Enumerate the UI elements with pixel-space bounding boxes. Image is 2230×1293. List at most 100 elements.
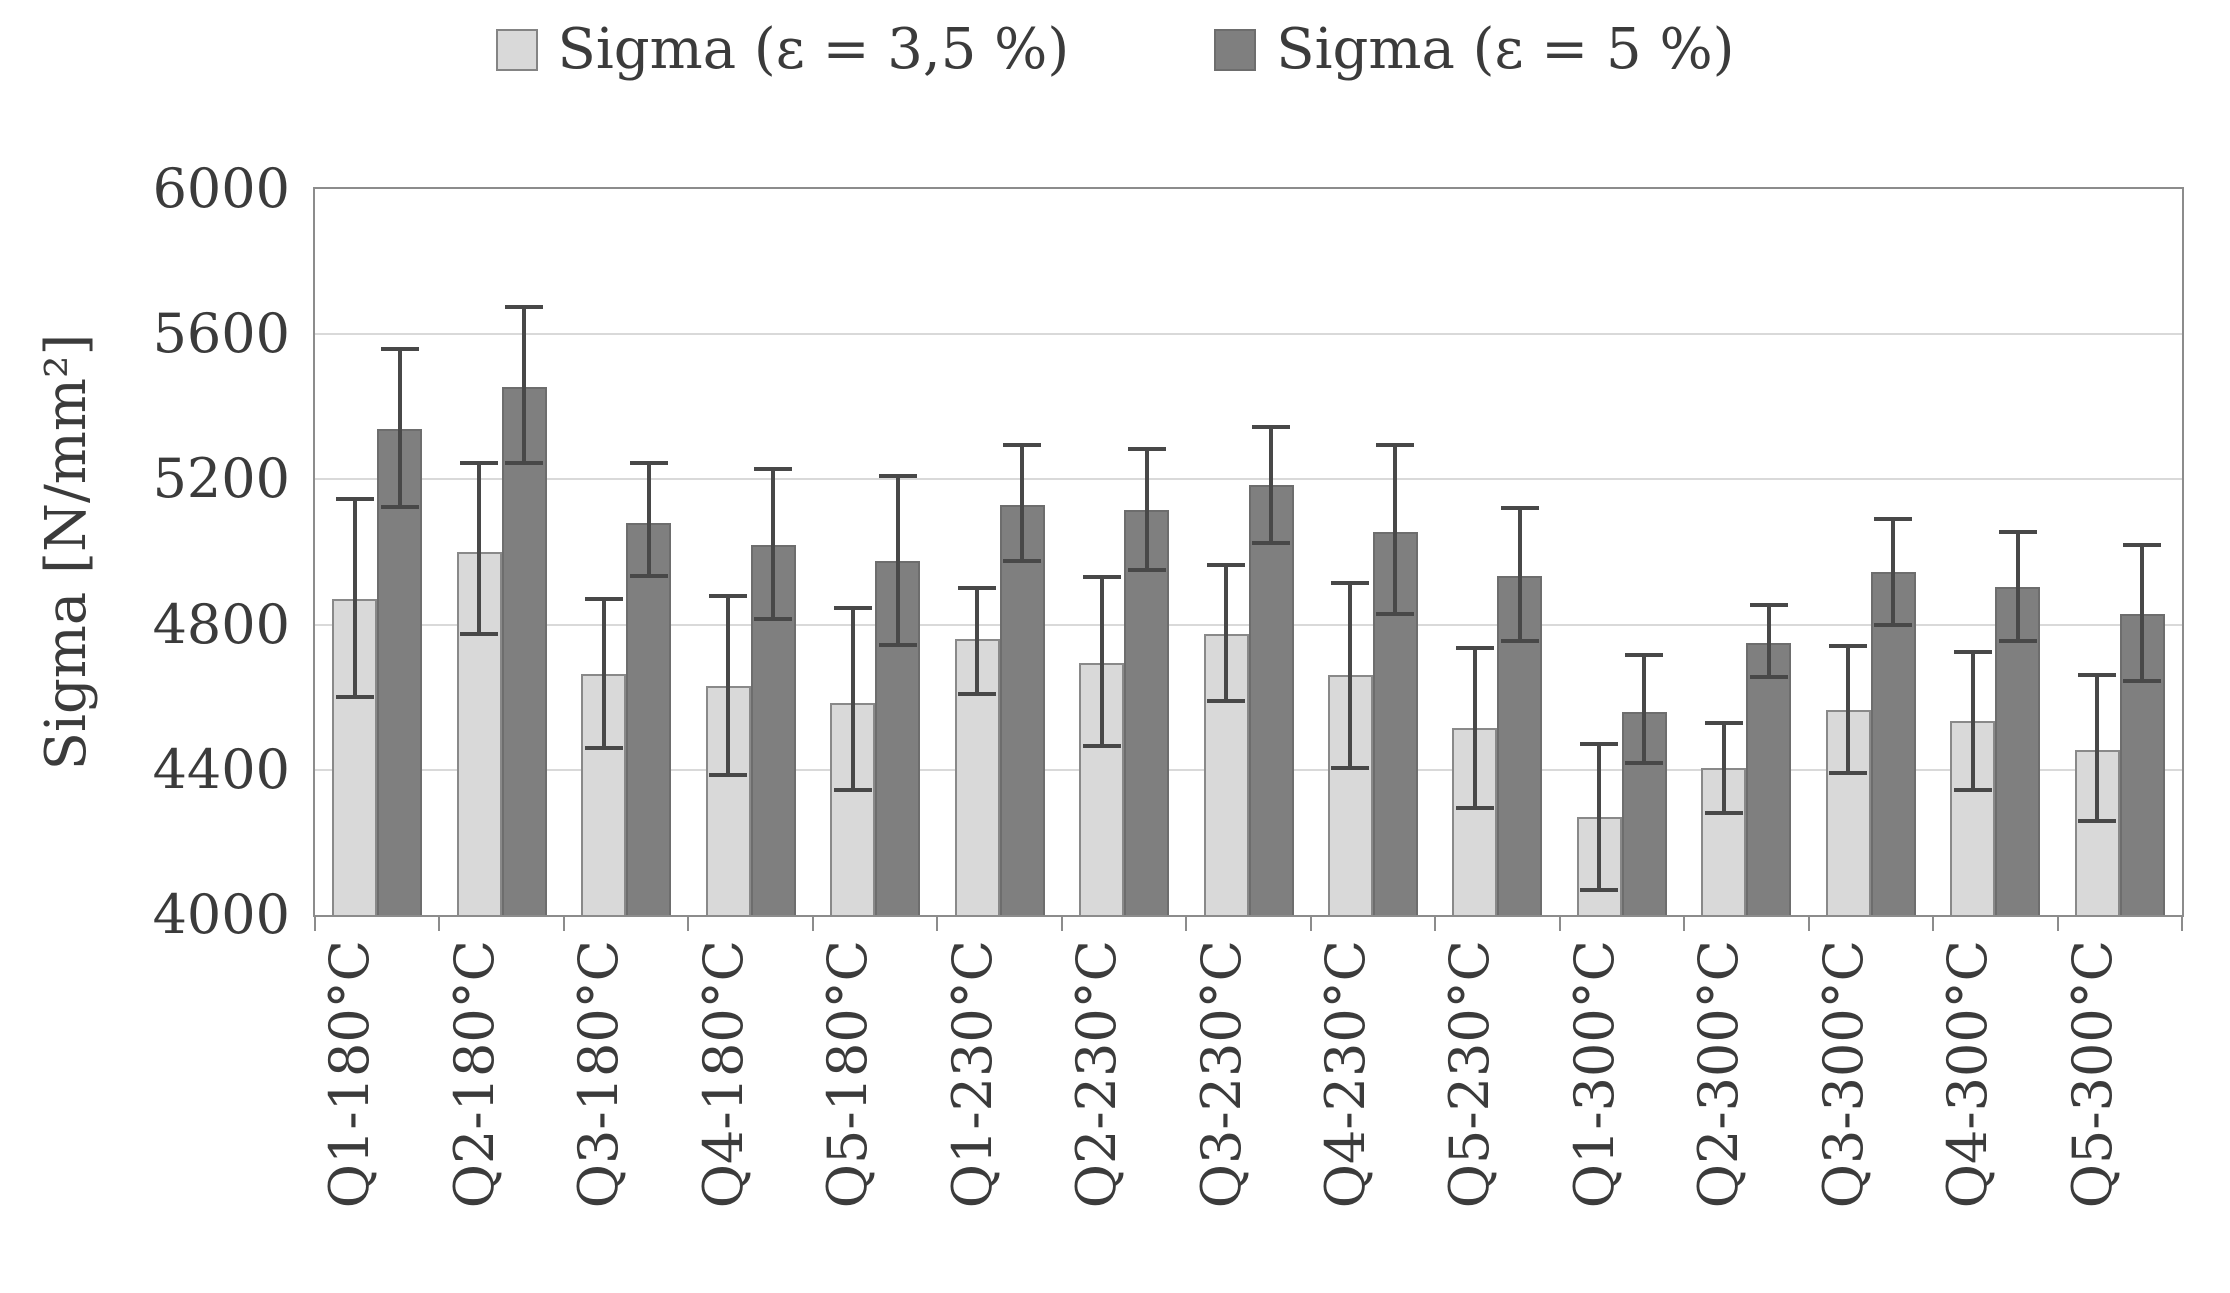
error-bar-cap-top [709,593,748,598]
error-bar-cap-top [1749,602,1788,607]
x-axis-tick [1683,915,1686,931]
x-category-label: Q2-230°C [1065,940,1129,1209]
error-bar-cap-bottom [584,746,623,751]
error-bar-cap-bottom [629,573,668,578]
error-bar-cap-bottom [1625,760,1664,765]
error-bar-cap-top [1127,446,1166,451]
error-bar-line [1891,519,1896,625]
legend-label-sigma-3-5: Sigma (ε = 3,5 %) [557,17,1070,82]
bar [1452,728,1498,915]
error-bar-line [1099,577,1104,747]
error-bar-cap-top [1829,644,1868,649]
error-bar-cap-bottom [335,695,374,700]
gridline [315,478,2182,481]
error-bar-cap-top [1003,442,1042,447]
bar [626,522,672,915]
error-bar-cap-top [958,586,997,591]
error-bar-line [1144,448,1149,571]
error-bar-cap-bottom [709,773,748,778]
bar [1248,484,1294,915]
error-bar-line [1393,444,1398,614]
error-bar-line [522,306,527,464]
legend-label-sigma-5: Sigma (ε = 5 %) [1276,17,1735,82]
error-bar-cap-top [833,606,872,611]
x-axis-tick [2056,915,2059,931]
error-bar-cap-bottom [1998,638,2037,643]
y-tick-label: 4400 [152,737,290,801]
bar [501,386,547,915]
error-bar-cap-top [1704,720,1743,725]
legend-item-sigma-3-5: Sigma (ε = 3,5 %) [495,17,1070,82]
error-bar-cap-top [1207,562,1245,567]
bar [377,428,423,915]
error-bar-line [1970,651,1975,790]
bar [1870,571,1916,915]
y-tick-label: 4800 [152,592,290,656]
error-bar-cap-bottom [1082,744,1121,749]
error-bar-cap-top [1376,442,1415,447]
error-bar-cap-top [1580,742,1619,747]
x-axis-tick [1932,915,1935,931]
error-bar-cap-bottom [833,787,872,792]
error-bar-cap-top [1252,424,1290,429]
x-category-label: Q3-300°C [1811,940,1875,1209]
error-bar-line [1517,508,1522,641]
x-axis-tick [687,915,690,931]
error-bar-line [1721,722,1726,814]
error-bar-cap-bottom [2123,678,2162,683]
error-bar-cap-top [505,304,544,309]
legend-item-sigma-5: Sigma (ε = 5 %) [1214,17,1735,82]
error-bar-cap-top [1874,517,1913,522]
error-bar-line [726,595,731,776]
error-bar-cap-top [1331,580,1370,585]
x-category-label: Q2-300°C [1687,940,1751,1209]
error-bar-cap-top [1953,649,1992,654]
error-bar-line [2095,675,2100,821]
bar [875,561,921,915]
error-bar-cap-bottom [1580,887,1619,892]
error-bar-cap-top [1455,646,1494,651]
legend-swatch-sigma-5 [1214,29,1257,71]
error-bar-line [1642,655,1647,763]
x-axis-tick [936,915,939,931]
error-bar-line [601,599,606,749]
x-category-label: Q1-180°C [318,940,382,1209]
error-bar-cap-bottom [1376,611,1415,616]
x-axis-tick [1807,915,1810,931]
error-bar-line [1766,604,1771,678]
error-bar-line [1269,426,1273,543]
bar [2074,749,2120,915]
chart-legend: Sigma (ε = 3,5 %) Sigma (ε = 5 %) [0,22,2230,78]
error-bar-line [646,463,651,576]
x-category-label: Q2-180°C [442,940,506,1209]
error-bar-cap-bottom [878,642,917,647]
y-tick-label: 6000 [152,157,290,220]
x-category-label: Q1-300°C [1562,940,1626,1209]
error-bar-cap-top [2123,542,2162,547]
error-bar-cap-bottom [1207,698,1245,703]
error-bar-line [975,588,980,694]
error-bar-cap-bottom [1874,622,1913,627]
x-category-label: Q5-180°C [816,940,880,1209]
error-bar-cap-top [335,497,374,502]
x-category-label: Q5-300°C [2060,940,2124,1209]
error-bar-cap-bottom [754,617,793,622]
error-bar-line [850,608,855,790]
error-bar-line [1224,564,1228,701]
error-bar-line [1597,744,1602,890]
error-bar-cap-top [878,473,917,478]
x-category-label: Q4-300°C [1936,940,2000,1209]
x-axis-tick [314,915,316,931]
error-bar-cap-top [1625,653,1664,658]
bar [1124,510,1170,915]
error-bar-line [1472,648,1477,808]
plot-area [313,187,2184,931]
error-bar-cap-bottom [460,631,499,636]
error-bar-line [2015,532,2020,641]
error-bar-cap-top [584,597,623,602]
error-bar-cap-top [754,466,793,471]
bar [830,702,876,915]
x-axis-tick [562,915,565,931]
error-bar-line [771,468,776,620]
error-bar-cap-bottom [1704,811,1743,816]
